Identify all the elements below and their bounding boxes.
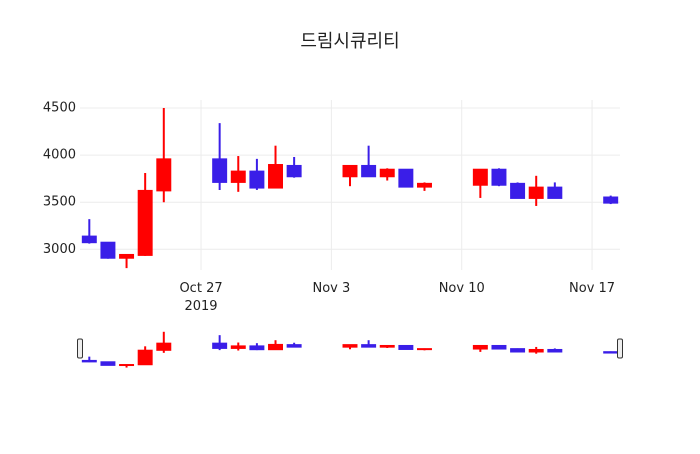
candle-body [603, 196, 619, 204]
slider-candle-body [472, 344, 488, 350]
slider-candle-body [268, 343, 284, 351]
candle-body [361, 164, 377, 178]
candle-body [510, 182, 526, 199]
range-handle[interactable] [617, 338, 623, 359]
candle-body [212, 158, 228, 183]
x-tick-label: Nov 17 [569, 281, 615, 296]
y-tick-label: 3000 [43, 242, 76, 257]
x-tick-label: Oct 27 2019 [179, 281, 222, 314]
y-tick-label: 4000 [43, 148, 76, 163]
candle-body [119, 253, 135, 259]
candle-body [342, 164, 358, 178]
slider-candle-body [230, 345, 246, 349]
slider-candle-body [528, 348, 544, 353]
range-handle[interactable] [77, 338, 83, 359]
slider-candle-body [491, 344, 507, 350]
slider-candle-body [100, 361, 116, 366]
candle-body [249, 170, 265, 189]
slider-candle-body [81, 359, 97, 363]
slider-candle-body [547, 348, 563, 353]
candle-body [417, 182, 432, 188]
candle-body [81, 235, 97, 244]
candle-body [100, 241, 116, 259]
slider-candle-body [361, 344, 377, 348]
candle-body [491, 168, 507, 186]
candle-body [268, 164, 284, 189]
x-tick-label: Nov 3 [312, 281, 350, 296]
slider-candle-body [342, 344, 358, 348]
slider-candle-body [379, 344, 395, 348]
slider-candle-body [156, 342, 172, 351]
candle-body [286, 164, 302, 178]
slider-candle-body [398, 344, 414, 350]
candle-body [137, 189, 153, 256]
slider-candle-body [137, 349, 153, 366]
slider-candle-body [417, 348, 432, 351]
slider-candle-body [249, 345, 265, 351]
x-tick-label: Nov 10 [439, 281, 485, 296]
candle-body [472, 168, 488, 186]
candle-body [398, 168, 414, 188]
candle-body [230, 170, 246, 183]
candle-body [528, 186, 544, 199]
slider-candle-body [119, 364, 135, 367]
y-tick-label: 4500 [43, 101, 76, 116]
chart-title: 드림시큐리티 [300, 31, 399, 52]
slider-candle-body [603, 351, 619, 354]
candle-body [156, 158, 172, 192]
slider-candle-body [286, 344, 302, 348]
y-tick-label: 3500 [43, 195, 76, 210]
slider-candle-body [212, 342, 228, 349]
slider-candle-body [510, 348, 526, 353]
candle-body [547, 186, 563, 199]
candle-body [379, 168, 395, 178]
